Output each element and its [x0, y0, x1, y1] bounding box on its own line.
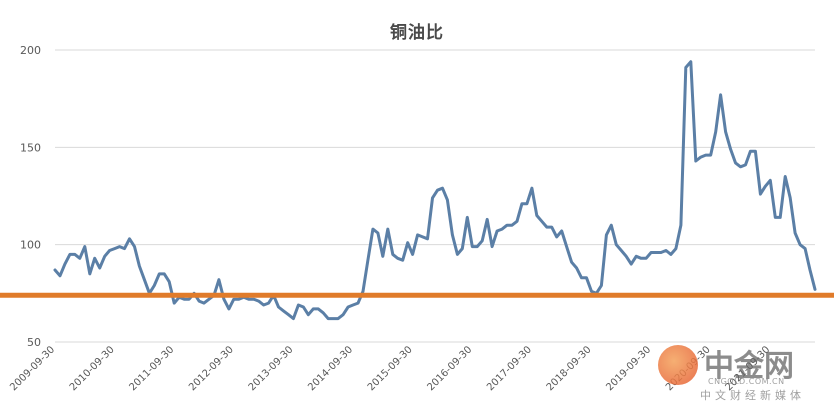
x-tick-label: 2013-09-30 — [247, 344, 296, 393]
series-line-copper-oil-ratio — [53, 60, 817, 321]
watermark: 中金网 CNGOLD.COM.CN 中文财经新媒体 — [658, 339, 828, 402]
y-tick-label: 150 — [20, 141, 41, 154]
watermark-logo-icon — [658, 345, 698, 385]
gridlines — [55, 49, 815, 343]
watermark-name: 中金网 — [704, 349, 794, 384]
x-tick-label: 2014-09-30 — [306, 344, 355, 393]
x-tick-label: 2011-09-30 — [127, 344, 176, 393]
x-tick-label: 2009-09-30 — [8, 344, 57, 393]
x-tick-label: 2010-09-30 — [68, 344, 117, 393]
x-tick-label: 2018-09-30 — [545, 344, 594, 393]
y-tick-label: 50 — [27, 336, 41, 349]
y-tick-label: 200 — [20, 44, 41, 57]
watermark-url: CNGOLD.COM.CN — [708, 377, 785, 386]
watermark-subtitle: 中文财经新媒体 — [700, 389, 805, 402]
chart-title: 铜油比 — [390, 23, 444, 43]
x-tick-label: 2019-09-30 — [604, 344, 653, 393]
x-tick-label: 2015-09-30 — [366, 344, 415, 393]
series-layer — [53, 60, 817, 321]
y-tick-label: 100 — [20, 239, 41, 252]
x-tick-label: 2017-09-30 — [485, 344, 534, 393]
x-tick-label: 2016-09-30 — [425, 344, 474, 393]
y-axis-ticks: 50 100 150 200 — [20, 44, 41, 349]
x-tick-label: 2012-09-30 — [187, 344, 236, 393]
